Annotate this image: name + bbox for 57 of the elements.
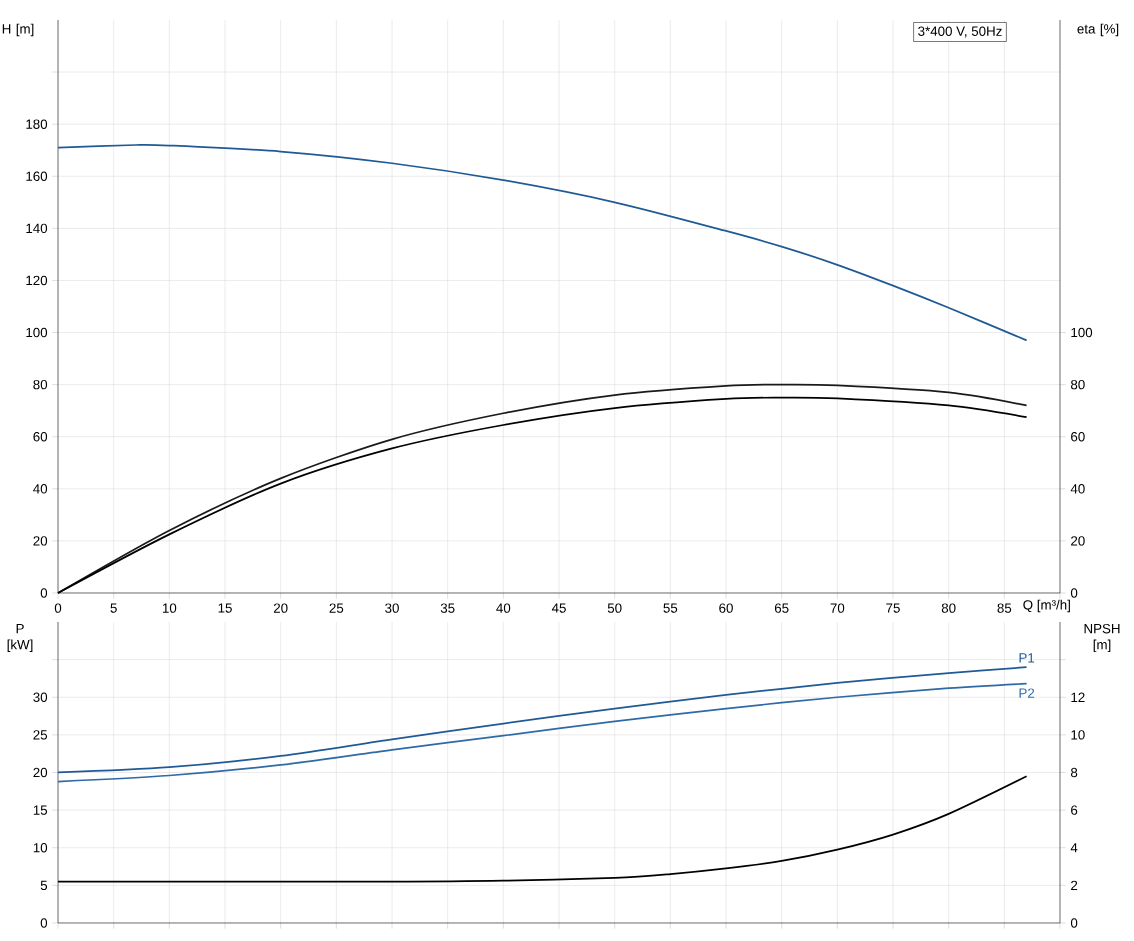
- y2-tick-label: 20: [1071, 536, 1085, 546]
- y2-tick-label: 60: [1071, 432, 1085, 442]
- x-tick-label: 10: [162, 603, 177, 613]
- x-tick-label: 75: [886, 603, 900, 613]
- y-tick-label: 20: [33, 536, 48, 546]
- y-tick-label: 80: [33, 379, 48, 390]
- y-tick-label: 20: [33, 767, 48, 778]
- y-tick-label: 0: [40, 588, 48, 598]
- x-tick-label: 20: [273, 603, 288, 613]
- annotation: 3*400 V, 50Hz: [918, 26, 1002, 38]
- y2-tick-label: 10: [1071, 730, 1085, 740]
- y-tick-label: 140: [26, 223, 48, 234]
- x-tick-label: 85: [997, 603, 1012, 613]
- x-tick-label: 0: [54, 603, 62, 613]
- y-tick-label: 15: [33, 805, 48, 815]
- x-tick-label: 60: [719, 603, 733, 613]
- y2-tick-label: 0: [1070, 918, 1078, 928]
- x-tick-label: 55: [663, 603, 678, 613]
- y-axis-title: P [kW]: [7, 624, 33, 652]
- series-label: P1: [1019, 653, 1035, 663]
- y2-axis-title: NPSH [m]: [1084, 623, 1120, 653]
- y-tick-label: 160: [26, 171, 48, 181]
- y-tick-label: 100: [26, 327, 48, 338]
- y-tick-label: 25: [33, 730, 48, 740]
- x-tick-label: 30: [385, 603, 399, 613]
- x-tick-label: 70: [830, 603, 845, 613]
- x-tick-label: 25: [329, 603, 344, 613]
- x-tick-label: 40: [496, 603, 511, 613]
- y-tick-label: 0: [40, 918, 48, 928]
- y-tick-label: 60: [33, 432, 48, 442]
- y2-tick-label: 100: [1071, 327, 1093, 338]
- y-axis-title: H [m]: [2, 23, 34, 37]
- y-tick-label: 40: [33, 484, 48, 494]
- y-tick-label: 30: [33, 692, 48, 702]
- y-tick-label: 10: [33, 843, 48, 853]
- y-tick-label: 5: [40, 880, 48, 891]
- y-tick-label: 180: [26, 119, 48, 129]
- y2-tick-label: 0: [1070, 588, 1078, 598]
- y2-tick-label: 80: [1070, 379, 1085, 390]
- x-tick-label: 65: [774, 603, 789, 613]
- x-tick-label: 45: [551, 603, 566, 613]
- y2-tick-label: 4: [1070, 843, 1078, 853]
- x-tick-label: 35: [440, 603, 455, 613]
- y2-axis-title: eta [%]: [1077, 23, 1119, 37]
- x-tick-label: 15: [218, 603, 232, 613]
- y2-tick-label: 6: [1071, 805, 1078, 815]
- x-axis-title: Q [m³/h]: [1023, 599, 1070, 613]
- y2-tick-label: 8: [1070, 767, 1078, 778]
- line-series: [57, 143, 1028, 342]
- y-tick-label: 120: [26, 275, 48, 286]
- x-tick-label: 5: [110, 603, 117, 613]
- x-tick-label: 80: [941, 603, 956, 613]
- y2-tick-label: 2: [1071, 880, 1078, 891]
- y2-tick-label: 12: [1071, 692, 1085, 702]
- y2-tick-label: 40: [1070, 484, 1085, 494]
- series-label: P2: [1019, 688, 1035, 698]
- x-tick-label: 50: [607, 603, 622, 613]
